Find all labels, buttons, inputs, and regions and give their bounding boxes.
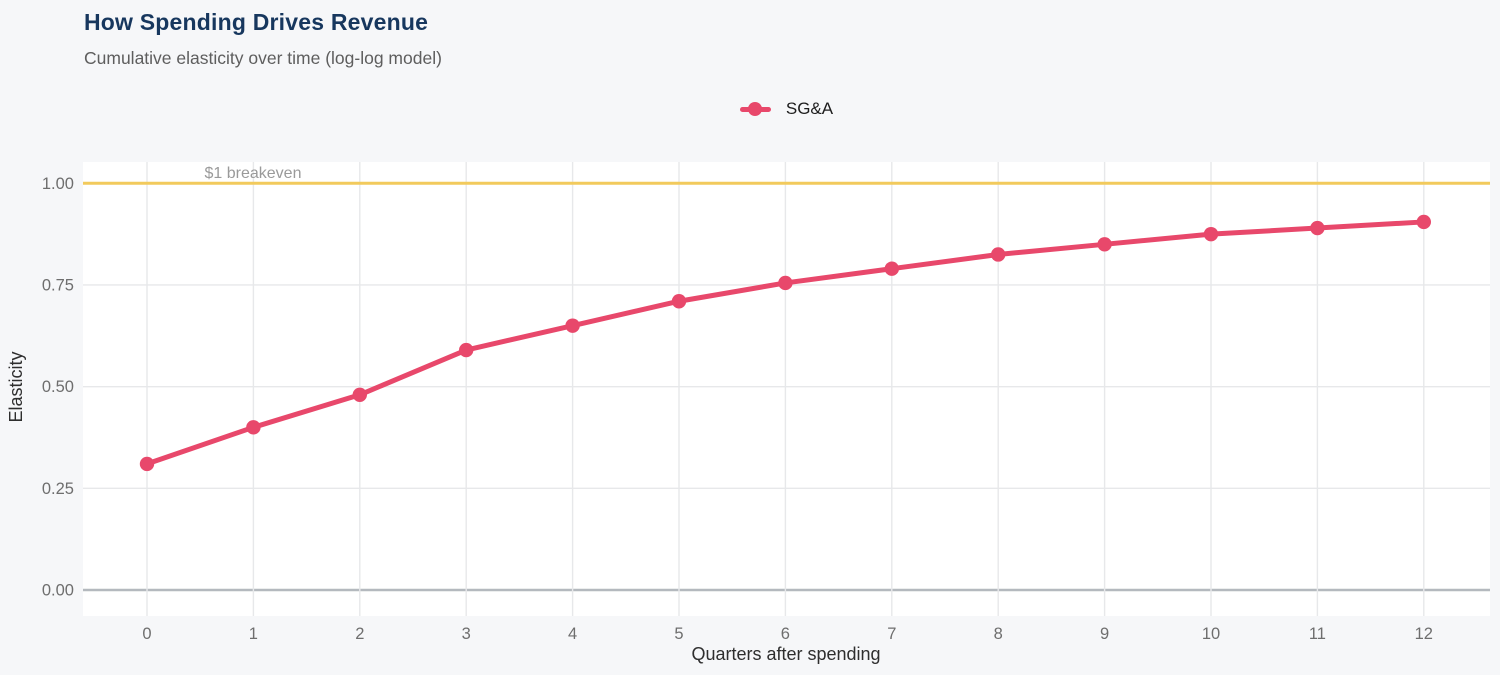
x-tick-label: 10 [1202,625,1220,643]
x-tick-label: 7 [887,625,896,643]
chart-subtitle: Cumulative elasticity over time (log-log… [84,48,442,68]
series-sga [139,214,1432,472]
data-point [459,342,474,358]
data-point [1416,214,1432,230]
breakeven-reference: $1 breakeven [83,165,1490,185]
data-point [671,294,687,309]
data-point [246,420,261,435]
chart-title: How Spending Drives Revenue [84,9,429,35]
x-tick-label: 8 [994,625,1003,643]
x-tick-label: 9 [1100,625,1109,643]
x-tick-label: 4 [568,625,577,643]
breakeven-label: $1 breakeven [205,165,302,182]
data-point [1097,237,1112,252]
legend-marker-sga [739,102,771,116]
x-tick-label: 2 [355,625,364,643]
x-tick-label: 3 [462,625,471,643]
x-tick-label: 11 [1309,625,1326,643]
x-tick-label: 1 [249,625,258,643]
data-point [778,275,793,291]
data-point [884,261,899,276]
y-tick-label: 1.00 [42,175,74,193]
x-axis-title: Quarters after spending [691,644,880,664]
x-tick-label: 12 [1415,625,1433,643]
data-point [1203,226,1219,242]
legend: SG&A [83,97,1490,121]
x-tick-label: 6 [781,625,790,643]
data-point [991,247,1006,262]
plot-panel [83,162,1490,616]
data-point [352,387,367,402]
legend-label-sga: SG&A [785,99,834,118]
data-point [1310,220,1325,236]
y-axis-title: Elasticity [6,351,26,422]
y-tick-label: 0.25 [42,480,74,498]
y-tick-label: 0.75 [42,276,74,294]
y-tick-label: 0.50 [42,378,74,396]
y-tick-label: 0.00 [42,582,74,600]
legend-marker-dot [748,102,763,116]
x-tick-label: 5 [674,625,683,643]
x-tick-label: 0 [142,625,151,643]
data-point [565,318,580,333]
data-point [139,456,155,472]
y-tick-labels: 0.00 0.25 0.50 0.75 1.00 [42,175,74,600]
x-tick-labels: 0 1 2 3 4 5 6 7 8 9 10 11 12 [142,625,1433,643]
gridlines [83,162,1490,616]
